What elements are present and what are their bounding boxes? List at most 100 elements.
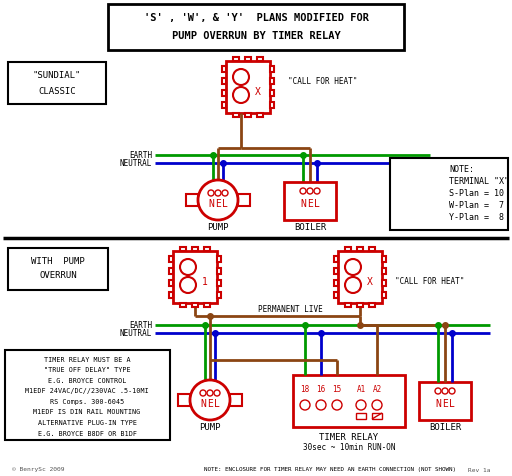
Bar	[334, 256, 338, 262]
Bar	[217, 280, 221, 286]
Text: S-Plan = 10: S-Plan = 10	[449, 188, 504, 198]
Bar	[270, 90, 274, 96]
Bar	[178, 394, 190, 406]
Bar	[169, 280, 173, 286]
Text: X: X	[255, 87, 261, 97]
Bar	[222, 90, 226, 96]
Text: "CALL FOR HEAT": "CALL FOR HEAT"	[395, 278, 465, 287]
Text: A1: A1	[356, 385, 366, 394]
Text: M1EDF IS DIN RAIL MOUNTING: M1EDF IS DIN RAIL MOUNTING	[33, 409, 141, 416]
Bar	[372, 413, 382, 419]
Circle shape	[332, 400, 342, 410]
Circle shape	[208, 190, 214, 196]
Text: "SUNDIAL": "SUNDIAL"	[33, 71, 81, 80]
Bar	[345, 247, 351, 251]
Text: N: N	[300, 199, 306, 209]
Text: BOILER: BOILER	[429, 424, 461, 433]
Text: N: N	[200, 399, 206, 409]
Circle shape	[300, 188, 306, 194]
Text: © BenrySc 2009: © BenrySc 2009	[12, 467, 65, 473]
Text: EARTH: EARTH	[129, 150, 152, 159]
Bar	[217, 292, 221, 298]
Text: 16: 16	[316, 385, 326, 394]
Text: L: L	[314, 199, 320, 209]
Bar	[257, 57, 263, 61]
Bar	[108, 4, 404, 50]
Bar	[419, 382, 471, 420]
Bar	[186, 194, 198, 206]
Circle shape	[345, 277, 361, 293]
Bar	[204, 247, 210, 251]
Circle shape	[215, 190, 221, 196]
Text: E: E	[442, 399, 448, 409]
Bar	[345, 303, 351, 307]
Bar	[257, 113, 263, 117]
Bar	[382, 268, 386, 274]
Bar	[169, 268, 173, 274]
Text: RS Comps. 300-6045: RS Comps. 300-6045	[50, 399, 124, 405]
Circle shape	[222, 190, 228, 196]
Text: PUMP: PUMP	[207, 224, 229, 232]
Text: PERMANENT LIVE: PERMANENT LIVE	[258, 306, 323, 315]
Bar	[180, 247, 186, 251]
Text: Rev 1a: Rev 1a	[467, 467, 490, 473]
Text: PUMP: PUMP	[199, 424, 221, 433]
Bar	[8, 248, 108, 290]
Circle shape	[345, 259, 361, 275]
Circle shape	[307, 188, 313, 194]
Text: TIMER RELAY: TIMER RELAY	[319, 433, 378, 442]
Text: M1EDF 24VAC/DC//230VAC .5-10MI: M1EDF 24VAC/DC//230VAC .5-10MI	[25, 388, 149, 395]
Text: E: E	[215, 199, 221, 209]
Text: N: N	[208, 199, 214, 209]
Circle shape	[233, 69, 249, 85]
Text: 30sec ~ 10min RUN-ON: 30sec ~ 10min RUN-ON	[303, 444, 395, 453]
Bar	[5, 350, 170, 440]
Text: PUMP OVERRUN BY TIMER RELAY: PUMP OVERRUN BY TIMER RELAY	[172, 31, 340, 41]
Text: 1: 1	[202, 277, 208, 287]
Bar	[334, 268, 338, 274]
Bar	[245, 57, 251, 61]
Bar	[293, 375, 405, 427]
Text: E.G. BROYCE B8DF OR B1DF: E.G. BROYCE B8DF OR B1DF	[37, 430, 137, 436]
Text: NOTE:: NOTE:	[449, 165, 474, 173]
Bar	[233, 113, 239, 117]
Bar	[222, 102, 226, 108]
Bar	[382, 256, 386, 262]
Text: A2: A2	[372, 385, 381, 394]
Bar	[180, 303, 186, 307]
Text: L: L	[449, 399, 455, 409]
Text: EARTH: EARTH	[129, 320, 152, 329]
Text: 15: 15	[332, 385, 342, 394]
Text: BOILER: BOILER	[294, 224, 326, 232]
Text: NEUTRAL: NEUTRAL	[120, 159, 152, 168]
Text: "CALL FOR HEAT": "CALL FOR HEAT"	[288, 78, 358, 87]
Bar	[192, 247, 198, 251]
Text: L: L	[214, 399, 220, 409]
Text: L: L	[222, 199, 228, 209]
Circle shape	[200, 390, 206, 396]
Circle shape	[314, 188, 320, 194]
Bar	[8, 62, 106, 104]
Circle shape	[198, 180, 238, 220]
Text: Y-Plan =  8: Y-Plan = 8	[449, 212, 504, 221]
Text: NOTE: ENCLOSURE FOR TIMER RELAY MAY NEED AN EARTH CONNECTION (NOT SHOWN): NOTE: ENCLOSURE FOR TIMER RELAY MAY NEED…	[204, 467, 456, 473]
Bar	[270, 66, 274, 72]
Bar	[382, 292, 386, 298]
Bar	[270, 102, 274, 108]
Bar	[338, 251, 382, 303]
Text: OVERRUN: OVERRUN	[39, 271, 77, 280]
Text: TIMER RELAY MUST BE A: TIMER RELAY MUST BE A	[44, 357, 131, 363]
Bar	[217, 268, 221, 274]
Text: W-Plan =  7: W-Plan = 7	[449, 200, 504, 209]
Circle shape	[233, 87, 249, 103]
Bar	[369, 247, 375, 251]
Circle shape	[356, 400, 366, 410]
Bar	[270, 78, 274, 84]
Text: TERMINAL "X": TERMINAL "X"	[449, 177, 509, 186]
Bar	[169, 292, 173, 298]
Bar	[204, 303, 210, 307]
Circle shape	[372, 400, 382, 410]
Bar	[369, 303, 375, 307]
Circle shape	[316, 400, 326, 410]
Bar	[356, 413, 366, 419]
